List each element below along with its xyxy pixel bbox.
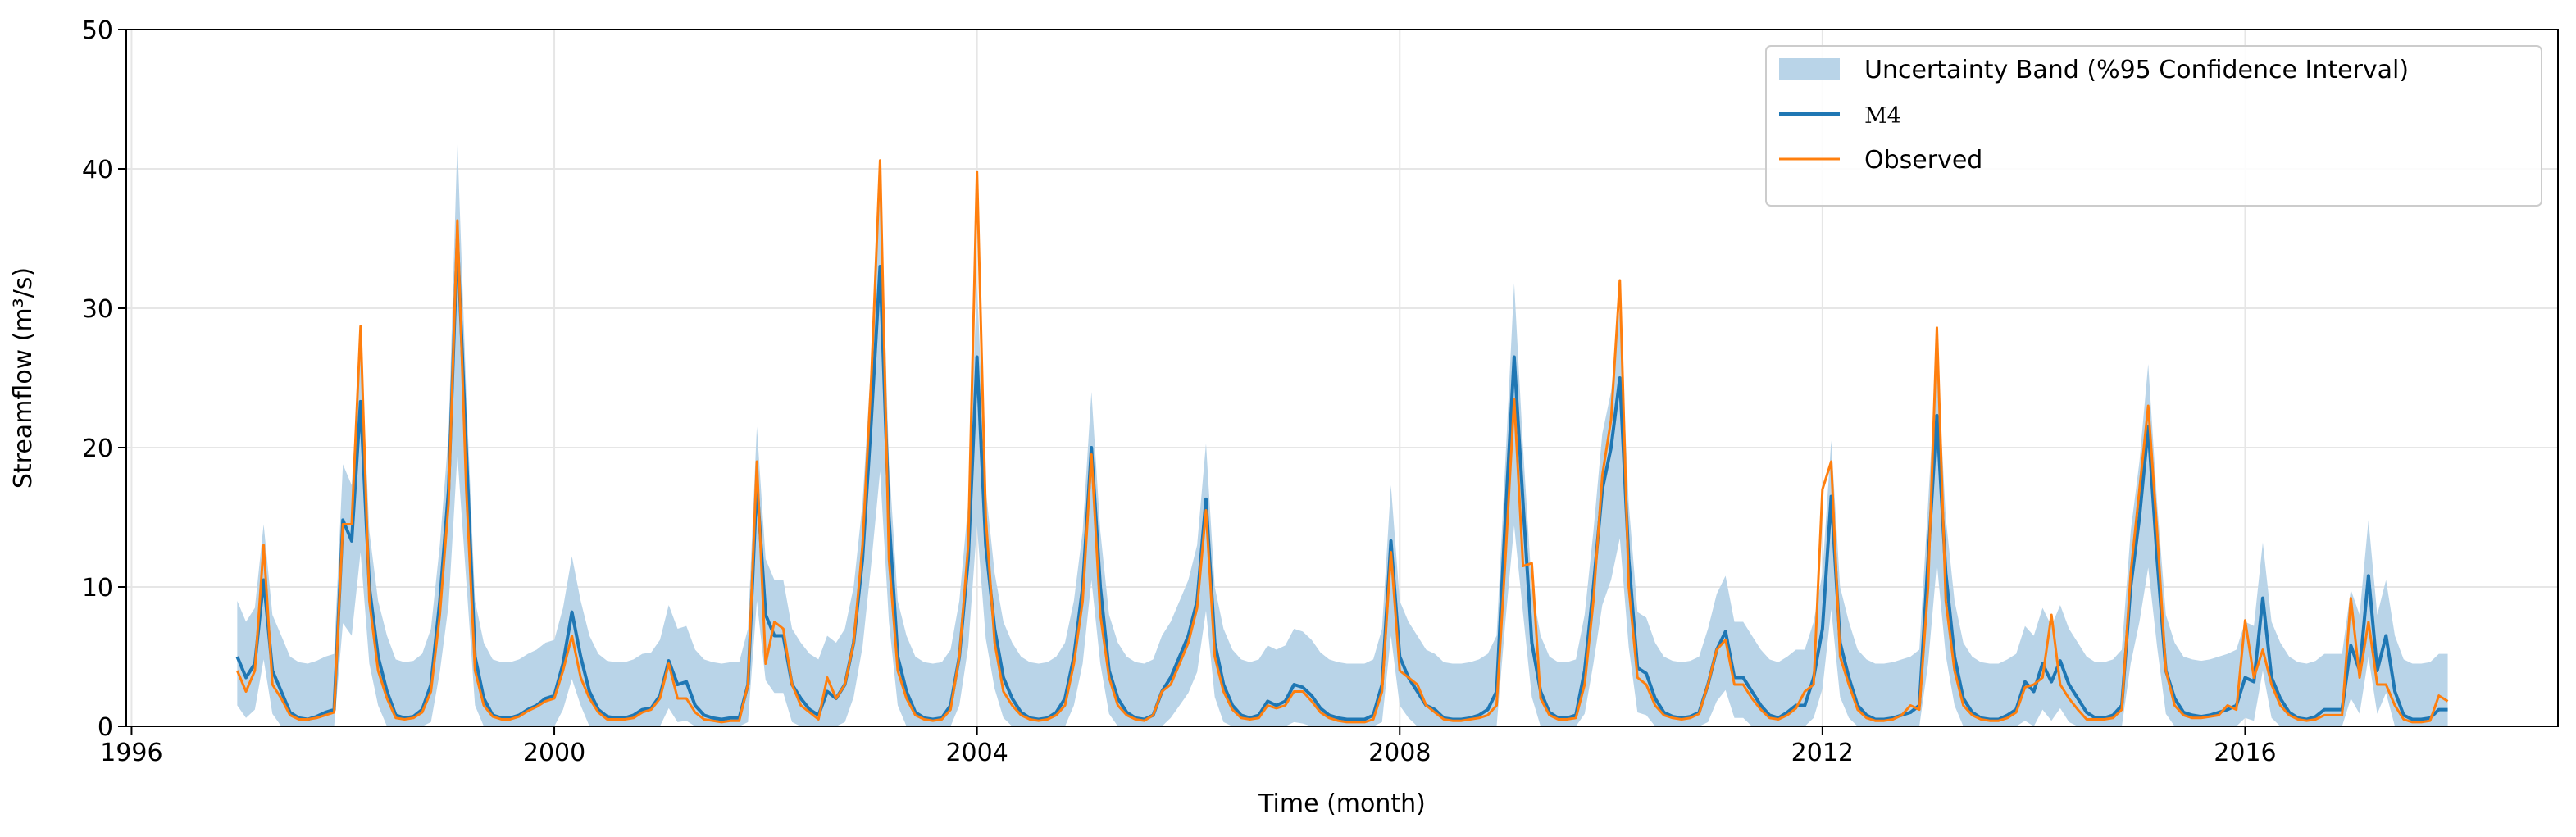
series-line: [235, 159, 2449, 724]
ticks: 1996 2000 2004 2008 2012 2016 0 10 20 30 40 50: [82, 16, 2277, 767]
x-tick-label: 2004: [945, 739, 1008, 767]
legend: Uncertainty Band (%95 Confidence Interva…: [1765, 45, 2542, 207]
legend-label: Observed: [1864, 146, 1982, 175]
y-tick-label: 20: [82, 434, 113, 463]
series-line: [235, 237, 2448, 721]
x-axis-label: Time (month): [1258, 789, 1426, 818]
x-tick-label: 2012: [1791, 739, 1854, 767]
legend-swatch: [1779, 58, 1840, 80]
y-axis-label: Streamflow (m³/s): [9, 267, 38, 489]
y-tick-label: 30: [82, 295, 113, 324]
y-tick-label: 0: [98, 713, 113, 742]
legend-box: [1765, 45, 2542, 207]
legend-label: Uncertainty Band (%95 Confidence Interva…: [1864, 56, 2409, 84]
x-tick-label: 2000: [523, 739, 585, 767]
x-tick-label: 2016: [2214, 739, 2276, 767]
x-tick-label: 1996: [100, 739, 162, 767]
legend-label: M4: [1864, 103, 1901, 129]
plot-area: [235, 141, 2449, 726]
y-tick-label: 40: [82, 156, 113, 184]
y-tick-label: 10: [82, 574, 113, 603]
axes-frame: [125, 29, 2559, 727]
y-tick-label: 50: [82, 16, 113, 45]
x-tick-label: 2008: [1368, 739, 1431, 767]
uncertainty-band: [237, 141, 2448, 726]
